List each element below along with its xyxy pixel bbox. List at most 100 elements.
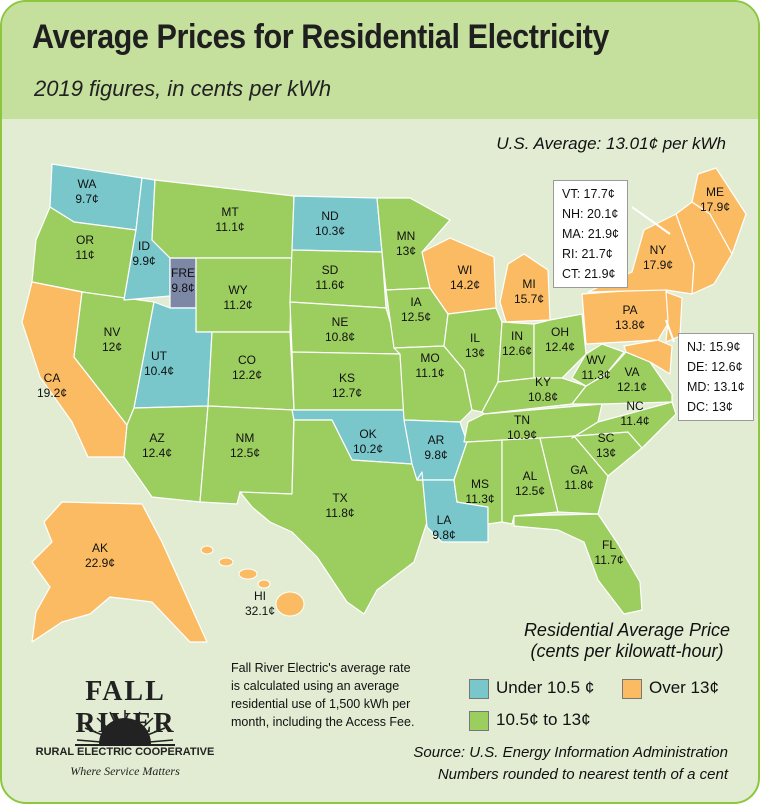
state-value-oh: 12.4¢ [545, 340, 575, 354]
state-label-mt: MT [221, 205, 239, 219]
state-label-mn: MN [397, 229, 416, 243]
state-value-fl: 11.7¢ [594, 553, 623, 567]
state-value-ne: 10.8¢ [325, 330, 355, 344]
state-shape-ME [691, 167, 747, 255]
state-value-mo: 11.1¢ [415, 366, 444, 380]
callout-new-england: VT: 17.7¢ NH: 20.1¢ MA: 21.9¢ RI: 21.7¢ … [553, 180, 628, 288]
state-label-wy: WY [228, 283, 247, 297]
rounding-note: Numbers rounded to nearest tenth of a ce… [437, 766, 728, 783]
state-value-hi: 32.1¢ [245, 604, 275, 618]
state-label-al: AL [523, 469, 538, 483]
state-shape-MT [151, 179, 295, 259]
legend-label-low: Under 10.5 ¢ [496, 678, 595, 697]
state-value-or: 11¢ [75, 248, 94, 262]
state-label-ks: KS [339, 371, 355, 385]
state-value-nc: 11.4¢ [620, 414, 649, 428]
callout-ma-line: DE: 12.6¢ [687, 360, 743, 374]
state-label-wa: WA [78, 177, 97, 191]
callout-ma-leader [665, 319, 675, 343]
legend-label-high: Over 13¢ [649, 678, 719, 697]
callout-ne-line: MA: 21.9¢ [562, 227, 619, 241]
header-band [2, 2, 758, 119]
state-label-tx: TX [332, 491, 347, 505]
legend-swatch-mid [469, 711, 489, 731]
state-value-tn: 10.9¢ [507, 428, 537, 442]
state-value-mi: 15.7¢ [514, 292, 544, 306]
state-shape-FL [513, 513, 643, 615]
state-value-wy: 11.2¢ [223, 298, 252, 312]
state-label-sc: SC [598, 431, 615, 445]
page-title: Average Prices for Residential Electrici… [32, 18, 609, 56]
state-value-va: 12.1¢ [617, 380, 647, 394]
state-label-ny: NY [650, 243, 667, 257]
state-label-oh: OH [551, 325, 569, 339]
state-label-nv: NV [104, 325, 121, 339]
state-value-fre: 9.8¢ [171, 281, 194, 295]
state-label-tn: TN [514, 413, 530, 427]
state-value-mt: 11.1¢ [215, 220, 244, 234]
state-value-ky: 10.8¢ [528, 390, 558, 404]
state-value-az: 12.4¢ [142, 446, 172, 460]
state-label-ak: AK [92, 541, 108, 555]
callout-ma-line: MD: 13.1¢ [687, 380, 745, 394]
state-label-pa: PA [622, 303, 637, 317]
state-label-wi: WI [458, 263, 473, 277]
state-value-nd: 10.3¢ [315, 224, 345, 238]
state-label-ar: AR [428, 433, 445, 447]
callout-ne-line: RI: 21.7¢ [562, 247, 613, 261]
legend-heading: Residential Average Price [523, 620, 731, 640]
state-label-il: IL [470, 331, 480, 345]
state-shape-NC [571, 401, 677, 449]
callout-ma-line: NJ: 15.9¢ [687, 340, 741, 354]
state-shape-TX [239, 419, 428, 615]
state-label-mi: MI [522, 277, 535, 291]
state-label-me: ME [706, 185, 724, 199]
state-label-ia: IA [410, 295, 421, 309]
state-value-al: 12.5¢ [515, 484, 545, 498]
page-subtitle: 2019 figures, in cents per kWh [34, 76, 332, 101]
state-label-ga: GA [570, 463, 587, 477]
state-value-me: 17.9¢ [700, 200, 730, 214]
state-value-nv: 12¢ [102, 340, 122, 354]
state-label-nd: ND [321, 209, 339, 223]
state-label-mo: MO [420, 351, 439, 365]
callout-ne-line: VT: 17.7¢ [562, 187, 615, 201]
state-value-ca: 19.2¢ [37, 386, 67, 400]
state-label-ne: NE [332, 315, 349, 329]
state-value-wa: 9.7¢ [75, 192, 98, 206]
state-label-la: LA [437, 513, 452, 527]
state-shape-WV [571, 343, 625, 387]
state-label-in: IN [511, 329, 523, 343]
state-shape-GA [539, 435, 609, 515]
us-average: U.S. Average: 13.01¢ per kWh [496, 134, 726, 153]
callout-ma-line: DC: 13¢ [687, 400, 733, 414]
state-label-ut: UT [151, 349, 168, 363]
state-label-fre: FRE [171, 266, 195, 280]
state-label-va: VA [624, 365, 639, 379]
state-label-fl: FL [602, 538, 616, 552]
logo-subtitle: RURAL ELECTRIC COOPERATIVE [35, 746, 215, 758]
callout-ne-line: CT: 21.9¢ [562, 267, 616, 281]
state-value-ak: 22.9¢ [85, 556, 115, 570]
state-shape-HI [200, 545, 305, 617]
state-label-ms: MS [471, 477, 489, 491]
state-value-ia: 12.5¢ [401, 310, 431, 324]
callout-mid-atlantic: NJ: 15.9¢ DE: 12.6¢ MD: 13.1¢ DC: 13¢ [678, 333, 754, 421]
state-value-ms: 11.3¢ [465, 492, 494, 506]
state-label-id: ID [138, 239, 150, 253]
state-label-co: CO [238, 353, 256, 367]
state-value-ga: 11.8¢ [564, 478, 593, 492]
state-label-ok: OK [359, 427, 376, 441]
legend-title: Residential Average Price (cents per kil… [502, 620, 752, 662]
state-value-wi: 14.2¢ [450, 278, 480, 292]
state-label-sd: SD [322, 263, 339, 277]
callout-ne-leader [631, 206, 671, 235]
state-value-mn: 13¢ [396, 244, 416, 258]
state-value-ks: 12.7¢ [332, 386, 362, 400]
state-value-sd: 11.6¢ [315, 278, 344, 292]
state-label-ky: KY [535, 375, 551, 389]
callout-ne-line: NH: 20.1¢ [562, 207, 619, 221]
state-value-ny: 17.9¢ [643, 258, 673, 272]
state-value-ok: 10.2¢ [353, 442, 383, 456]
